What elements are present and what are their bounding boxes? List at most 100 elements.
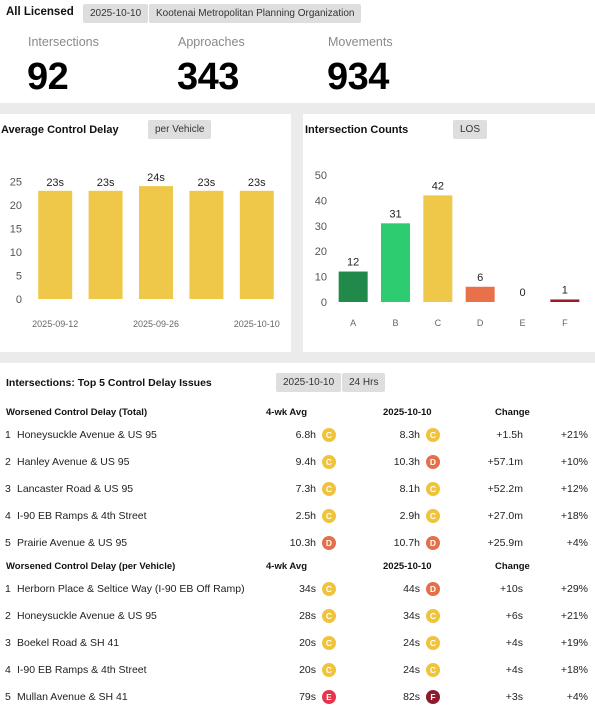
table-row[interactable]: 4 I-90 EB Ramps & 4th Street 20s C 24s C +4s +1… xyxy=(0,657,595,684)
y-tick-label: 10 xyxy=(315,272,327,284)
avg-value: 9.4h xyxy=(295,456,316,468)
date-filter-chip[interactable]: 2025-10-10 xyxy=(83,4,149,23)
current-value: 2.9h xyxy=(399,510,420,522)
table-row[interactable]: 3 Lancaster Road & US 95 7.3h C 8.1h C +52.2m +… xyxy=(0,476,595,503)
row-rank: 3 xyxy=(5,483,11,495)
change-percent: +12% xyxy=(560,483,588,495)
movements-value: 934 xyxy=(327,56,389,98)
los-chip[interactable]: LOS xyxy=(453,120,488,139)
table-row[interactable]: 1 Honeysuckle Avenue & US 95 6.8h C 8.3h C +1.… xyxy=(0,422,595,449)
issues-panel: Intersections: Top 5 Control Delay Issue… xyxy=(0,363,595,727)
current-value: 24s xyxy=(403,637,420,649)
delay-bar xyxy=(38,190,73,299)
los-bar-b xyxy=(381,223,410,302)
issues-range-chip[interactable]: 24 Hrs xyxy=(342,373,386,392)
current-los-badge: C xyxy=(426,509,440,523)
y-tick-label: 20 xyxy=(315,246,327,258)
row-rank: 5 xyxy=(5,691,11,703)
delay-bar xyxy=(139,186,173,299)
current-los-badge: F xyxy=(426,690,440,704)
counts-chart-panel: Intersection Counts LOS 50 40 30 20 10 0 12 A 31… xyxy=(303,114,595,352)
change-percent: +21% xyxy=(560,610,588,622)
x-tick-label: D xyxy=(477,318,484,328)
avg-los-badge: D xyxy=(322,536,336,550)
table-row[interactable]: 1 Herborn Place & Seltice Way (I-90 EB Of… xyxy=(0,576,595,603)
current-los-badge: C xyxy=(426,636,440,650)
y-tick-label: 30 xyxy=(315,221,327,233)
avg-los-badge: C xyxy=(322,509,336,523)
y-tick-label: 0 xyxy=(16,294,22,306)
los-bar-d xyxy=(465,286,495,302)
intersections-label: Intersections xyxy=(28,35,99,49)
table-row[interactable]: 5 Prairie Avenue & US 95 10.3h D 10.7h D +25.9… xyxy=(0,530,595,557)
y-tick-label: 50 xyxy=(315,170,327,182)
avg-value: 7.3h xyxy=(295,483,316,495)
x-tick-label: 2025-09-12 xyxy=(32,319,78,329)
delay-data-label: 23s xyxy=(248,177,266,189)
counts-chart-title: Intersection Counts xyxy=(305,124,409,136)
current-value: 82s xyxy=(403,691,420,703)
issues-title: Intersections: Top 5 Control Delay Issue… xyxy=(6,377,212,389)
change-value: +57.1m xyxy=(487,456,523,468)
section-header: Worsened Control Delay (per Vehicle) xyxy=(6,561,176,572)
change-value: +4s xyxy=(505,664,523,676)
change-value: +6s xyxy=(505,610,523,622)
table-row[interactable]: 2 Hanley Avenue & US 95 9.4h C 10.3h D +57.1m +… xyxy=(0,449,595,476)
count-data-label: 0 xyxy=(519,287,525,299)
table-row[interactable]: 5 Mullan Avenue & SH 41 79s E 82s F +3s +4% xyxy=(0,684,595,711)
change-value: +4s xyxy=(505,637,523,649)
avg-value: 28s xyxy=(299,610,316,622)
delay-chart: 25 20 15 10 5 0 23s 23s 24s 23s 23s 2025-09-12 2025-… xyxy=(10,172,280,329)
row-rank: 1 xyxy=(5,583,11,595)
col-header-change: Change xyxy=(495,561,530,572)
table-row[interactable]: 3 Boekel Road & SH 41 20s C 24s C +4s +19% xyxy=(0,630,595,657)
change-value: +10s xyxy=(499,583,523,595)
intersection-name: Prairie Avenue & US 95 xyxy=(17,537,128,549)
intersection-name: Honeysuckle Avenue & US 95 xyxy=(17,429,157,441)
x-tick-label: 2025-09-26 xyxy=(133,319,179,329)
section-header: Worsened Control Delay (Total) xyxy=(6,407,148,418)
count-data-label: 12 xyxy=(347,257,359,269)
current-los-badge: D xyxy=(426,582,440,596)
avg-value: 6.8h xyxy=(295,429,316,441)
intersections-value: 92 xyxy=(27,56,69,98)
row-rank: 2 xyxy=(5,610,11,622)
table-row[interactable]: 4 I-90 EB Ramps & 4th Street 2.5h C 2.9h C +27… xyxy=(0,503,595,530)
current-los-badge: C xyxy=(426,609,440,623)
x-tick-label: A xyxy=(350,318,356,328)
x-tick-label: F xyxy=(562,318,568,328)
x-tick-label: C xyxy=(435,318,442,328)
y-tick-label: 40 xyxy=(315,195,327,207)
row-rank: 4 xyxy=(5,664,11,676)
delay-data-label: 23s xyxy=(198,177,216,189)
current-value: 44s xyxy=(403,583,420,595)
row-rank: 3 xyxy=(5,637,11,649)
current-value: 8.3h xyxy=(399,429,420,441)
x-tick-label: 2025-10-10 xyxy=(234,319,280,329)
col-header-avg: 4-wk Avg xyxy=(266,407,308,418)
delay-data-label: 23s xyxy=(97,177,115,189)
avg-los-badge: E xyxy=(322,690,336,704)
table-row[interactable]: 2 Honeysuckle Avenue & US 95 28s C 34s C +6s +2… xyxy=(0,603,595,630)
avg-los-badge: C xyxy=(322,482,336,496)
intersection-name: Boekel Road & SH 41 xyxy=(17,637,120,649)
approaches-label: Approaches xyxy=(178,35,245,49)
los-bar-f xyxy=(550,299,580,302)
delay-bar xyxy=(189,190,224,299)
current-los-badge: C xyxy=(426,428,440,442)
change-value: +52.2m xyxy=(487,483,523,495)
x-tick-label: E xyxy=(519,318,525,328)
y-tick-label: 10 xyxy=(10,247,22,259)
issues-date-chip[interactable]: 2025-10-10 xyxy=(276,373,342,392)
scope-title: All Licensed xyxy=(6,6,74,18)
summary-panel: All Licensed 2025-10-10 Kootenai Metropo… xyxy=(0,0,595,103)
avg-los-badge: C xyxy=(322,428,336,442)
organization-chip[interactable]: Kootenai Metropolitan Planning Organizat… xyxy=(149,4,362,23)
current-value: 8.1h xyxy=(399,483,420,495)
avg-los-badge: C xyxy=(322,455,336,469)
current-los-badge: C xyxy=(426,663,440,677)
current-value: 34s xyxy=(403,610,420,622)
row-rank: 4 xyxy=(5,510,11,522)
los-bar-a xyxy=(338,271,368,302)
delay-unit-chip[interactable]: per Vehicle xyxy=(148,120,212,139)
